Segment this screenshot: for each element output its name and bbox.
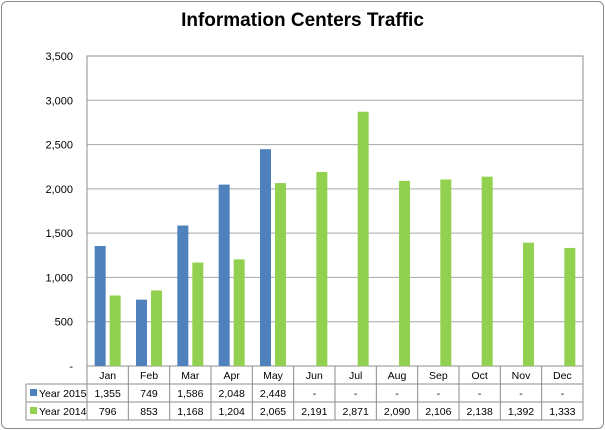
data-label: 2,138 — [467, 406, 493, 418]
y-tick-label: 500 — [55, 317, 73, 329]
bar-s1 — [94, 245, 106, 366]
y-tick-label: - — [69, 361, 73, 373]
bar-s2 — [564, 247, 576, 366]
y-tick-label: 3,000 — [45, 95, 73, 107]
x-tick-label: Apr — [223, 370, 240, 382]
data-label: - — [519, 388, 523, 400]
bar-s2 — [481, 176, 493, 366]
data-label: 2,106 — [425, 406, 451, 418]
data-label: 2,090 — [384, 406, 410, 418]
bar-s2 — [151, 290, 162, 366]
bar-s2 — [523, 242, 534, 366]
x-tick-label: Nov — [512, 370, 531, 382]
data-label: 1,355 — [95, 388, 121, 400]
bar-s2 — [192, 262, 204, 366]
x-tick-label: Aug — [388, 370, 407, 382]
bar-s1 — [218, 184, 230, 366]
bar-s2 — [233, 259, 245, 366]
y-tick-label: 1,000 — [45, 272, 73, 284]
data-label: 2,871 — [343, 406, 369, 418]
legend-label: Year 2015 — [39, 388, 87, 400]
data-label: 1,392 — [508, 406, 534, 418]
data-label: 2,448 — [260, 388, 286, 400]
data-label: 749 — [140, 388, 158, 400]
data-label: 2,065 — [260, 406, 286, 418]
data-label: 1,204 — [219, 406, 245, 418]
x-tick-label: Oct — [471, 370, 487, 382]
bar-s2 — [357, 111, 369, 366]
legend-swatch — [30, 389, 37, 396]
data-label: - — [478, 388, 482, 400]
x-tick-label: May — [263, 370, 284, 382]
x-tick-label: Mar — [181, 370, 200, 382]
data-label: - — [354, 388, 358, 400]
data-label: 1,168 — [177, 406, 203, 418]
x-tick-label: Jun — [306, 370, 323, 382]
data-label: - — [395, 388, 399, 400]
x-tick-label: Jan — [99, 370, 116, 382]
y-tick-label: 2,000 — [45, 184, 73, 196]
data-label: 1,586 — [177, 388, 203, 400]
bar-s1 — [177, 225, 189, 366]
bar-s2 — [440, 179, 452, 366]
data-label: 1,333 — [549, 406, 575, 418]
data-label: - — [561, 388, 565, 400]
data-label: 853 — [140, 406, 158, 418]
bar-s2 — [316, 171, 328, 366]
x-tick-label: Dec — [553, 370, 572, 382]
data-label: 2,191 — [301, 406, 327, 418]
bar-s1 — [136, 299, 147, 366]
bar-s1 — [260, 149, 271, 366]
x-tick-label: Jul — [349, 370, 362, 382]
data-label: - — [437, 388, 441, 400]
y-tick-label: 2,500 — [45, 140, 73, 152]
chart-title: Information Centers Traffic — [181, 10, 424, 31]
x-tick-label: Sep — [429, 370, 448, 382]
bar-s2 — [275, 183, 286, 366]
x-tick-label: Feb — [140, 370, 158, 382]
legend-swatch — [30, 407, 37, 414]
legend-label: Year 2014 — [39, 406, 87, 418]
y-tick-label: 3,500 — [45, 51, 73, 63]
data-label: 2,048 — [219, 388, 245, 400]
data-label: - — [313, 388, 317, 400]
data-label: 796 — [99, 406, 117, 418]
y-tick-label: 1,500 — [45, 228, 73, 240]
bar-s2 — [399, 180, 410, 366]
bar-s2 — [109, 295, 121, 366]
